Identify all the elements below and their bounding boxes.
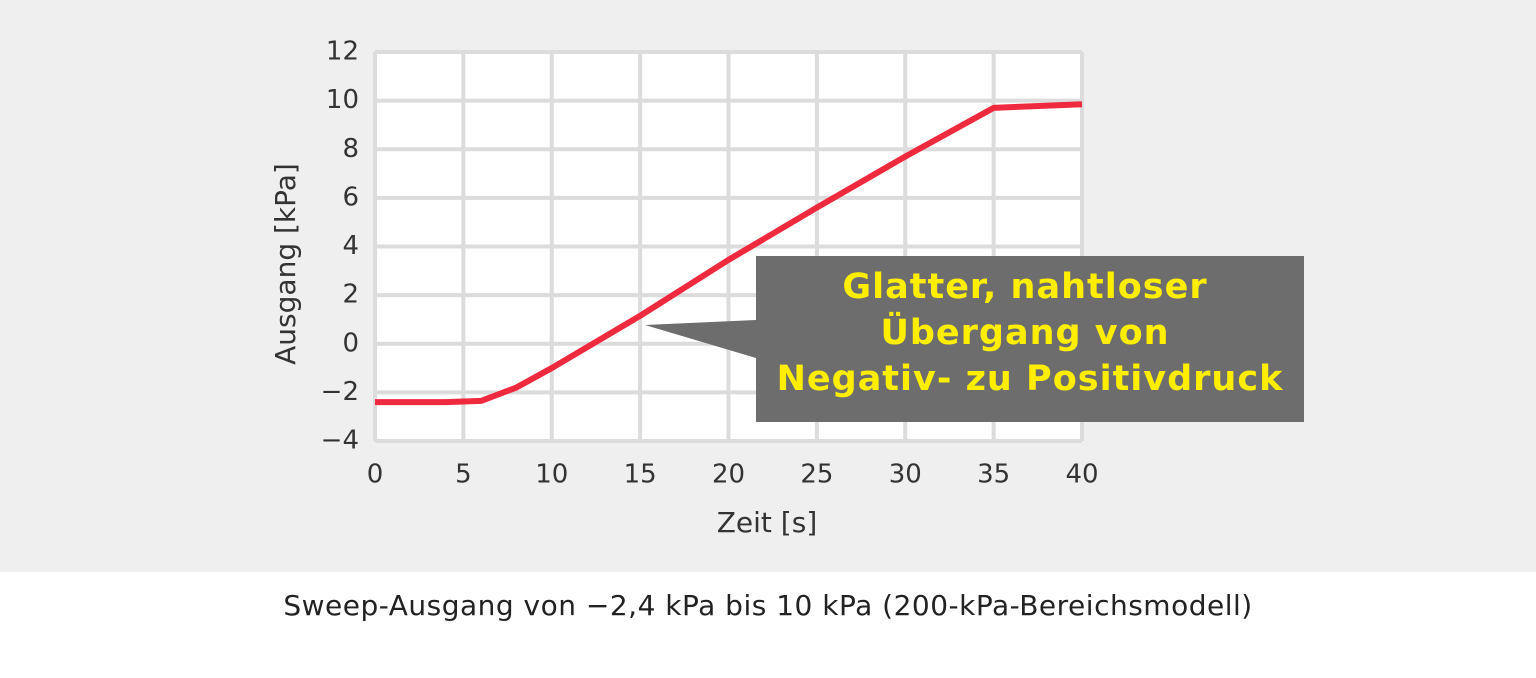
x-tick-label: 20 <box>712 460 745 490</box>
x-tick-label: 15 <box>624 460 657 490</box>
y-tick-label: 6 <box>342 182 359 212</box>
y-tick-label: 0 <box>342 328 359 358</box>
caption: Sweep-Ausgang von −2,4 kPa bis 10 kPa (2… <box>283 589 1252 622</box>
annotation-box <box>645 256 1304 422</box>
y-tick-label: 8 <box>342 134 359 164</box>
y-tick-label: 4 <box>342 231 359 261</box>
x-tick-label: 35 <box>977 460 1010 490</box>
y-tick-label: 2 <box>342 280 359 310</box>
x-tick-label: 25 <box>800 460 833 490</box>
y-tick-label: 10 <box>326 85 359 115</box>
annotation: Übergang von <box>880 311 1169 353</box>
x-tick-label: 40 <box>1065 460 1098 490</box>
annotation: Negativ- zu Positivdruck <box>777 359 1284 399</box>
x-tick-label: 0 <box>367 460 384 490</box>
y-tick-label: −2 <box>321 377 359 407</box>
x-tick-label: 30 <box>889 460 922 490</box>
y-tick-label: −4 <box>321 426 359 456</box>
y-axis-label: Ausgang [kPa] <box>269 163 302 365</box>
x-tick-label: 5 <box>455 460 472 490</box>
y-tick-label: 12 <box>326 37 359 67</box>
x-axis-label: Zeit [s] <box>717 506 818 539</box>
annotation: Glatter, nahtloser <box>842 267 1207 307</box>
data-line <box>375 101 1083 406</box>
x-tick-label: 10 <box>535 460 568 490</box>
